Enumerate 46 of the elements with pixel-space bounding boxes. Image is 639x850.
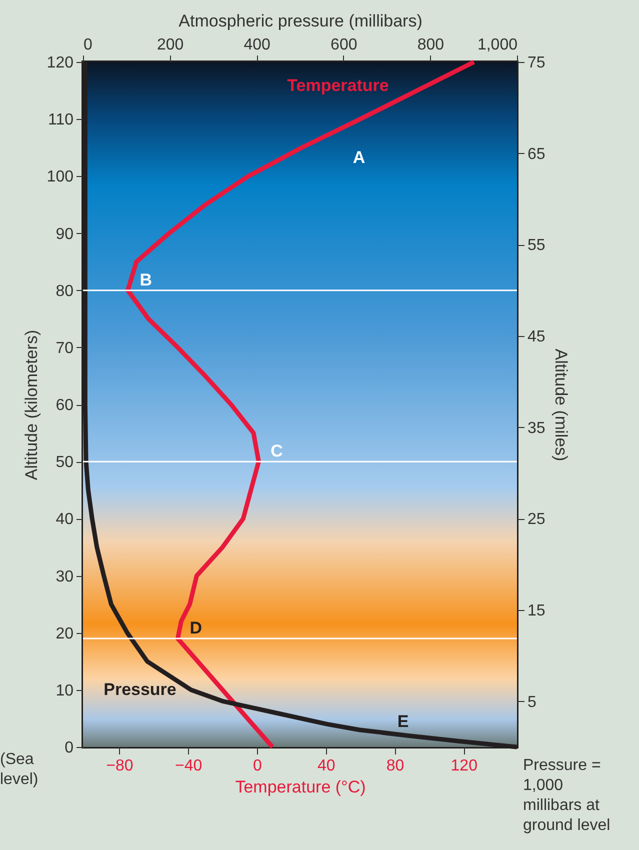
y2-tick-label: 15	[528, 602, 546, 620]
y-tick-label: 90	[56, 226, 74, 243]
y-tick-label: 110	[48, 112, 74, 129]
y-tick-label: 20	[56, 625, 74, 642]
y-tick-label: 50	[56, 454, 74, 472]
y2-tick-label: 5	[528, 694, 536, 711]
x2-axis-title: Atmospheric pressure (millibars)	[178, 12, 422, 30]
x-tick-label: −80	[106, 758, 134, 774]
y2-tick-label: 35	[528, 420, 546, 437]
annotation: C	[270, 442, 283, 461]
annotation: A	[352, 148, 366, 167]
annotation: B	[140, 270, 152, 290]
y-tick-label: 100	[46, 168, 74, 186]
annotation: D	[190, 618, 202, 638]
x2-tick-label: 0	[84, 36, 92, 54]
text: Pressure = 1,000 millibars at ground level	[523, 757, 610, 834]
x2-tick-label: 400	[244, 36, 271, 54]
x-axis-title: Temperature (°C)	[235, 778, 366, 796]
y-tick-label: 60	[56, 397, 74, 414]
x-tick-label: 40	[317, 758, 336, 774]
x2-tick-label: 200	[156, 36, 184, 54]
y2-tick-label: 25	[528, 511, 546, 528]
y-tick-label: 120	[46, 54, 74, 72]
y-tick-label: 0	[64, 740, 74, 756]
y2-axis-title: Altitude (miles)	[551, 348, 570, 462]
y-axis-title: Altitude (kilometers)	[22, 330, 41, 480]
y-tick-label: 10	[56, 682, 74, 700]
x-tick-label: 80	[386, 758, 404, 774]
series-label: Pressure	[104, 680, 176, 699]
x2-tick-label: 600	[330, 36, 358, 54]
x2-tick-label: 1,000	[477, 36, 518, 54]
y-tick-label: 30	[56, 568, 74, 586]
x-tick-label: 120	[450, 758, 478, 774]
y2-tick-label: 75	[528, 54, 546, 72]
y2-tick-label: 55	[528, 237, 546, 254]
y2-tick-label: 45	[528, 328, 546, 346]
x-tick-label: −40	[174, 758, 202, 774]
y-tick-label: 40	[56, 511, 74, 528]
y-tick-label: 80	[56, 282, 74, 300]
series-label: Temperature	[287, 76, 389, 95]
y-tick-label: 70	[56, 340, 74, 357]
text: (Sea level)	[0, 751, 38, 788]
annotation: E	[397, 712, 409, 731]
y2-tick-label: 65	[528, 146, 546, 163]
x2-tick-label: 800	[417, 36, 444, 54]
x-tick-label: 0	[252, 758, 262, 774]
